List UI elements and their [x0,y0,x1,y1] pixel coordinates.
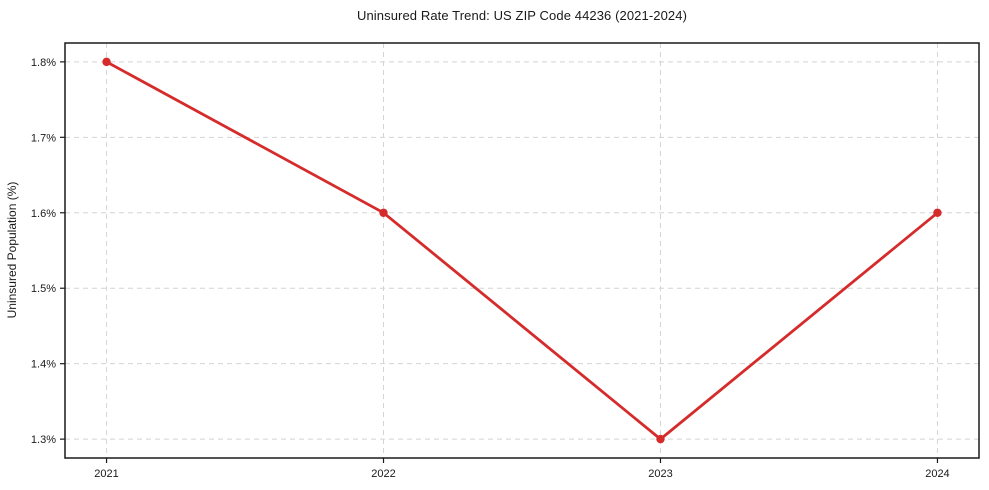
y-tick-label: 1.6% [31,208,56,220]
x-tick-label: 2022 [371,468,395,480]
chart-title: Uninsured Rate Trend: US ZIP Code 44236 … [356,8,688,23]
data-point-marker [656,434,665,444]
x-tick-label: 2023 [648,468,672,480]
y-tick-label: 1.5% [31,283,56,295]
trend-line [105,60,939,441]
y-tick-label: 1.7% [31,132,56,144]
y-tick-label: 1.3% [31,434,56,446]
data-point-marker [102,57,111,67]
data-point-marker [933,208,942,217]
plot-border [64,42,980,459]
y-tick-label: 1.4% [31,359,56,371]
data-point-marker [379,208,388,217]
x-tick-label: 2021 [94,468,118,480]
x-tick-label: 2024 [925,468,949,480]
y-tick-label: 1.8% [31,57,56,69]
